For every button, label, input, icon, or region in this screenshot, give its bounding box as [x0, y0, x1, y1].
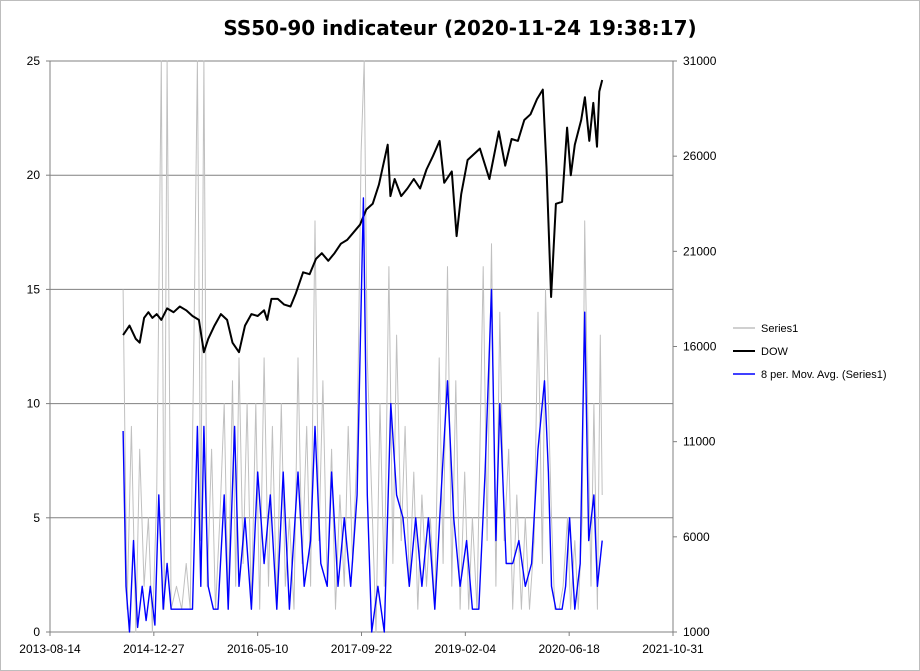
- y-right-tick-label: 31000: [683, 54, 717, 68]
- y-left-tick-label: 20: [27, 168, 41, 182]
- x-axis: 2013-08-14 2014-12-27 2016-05-10 2017-09-22…: [19, 632, 704, 656]
- legend-label: Series1: [761, 323, 798, 335]
- y-left-tick-label: 5: [33, 511, 40, 525]
- x-tick-label: 2017-09-22: [331, 642, 393, 656]
- x-tick-label: 2013-08-14: [19, 642, 81, 656]
- y-axis-right: 1000 6000 11000 16000 21000 26000 31000: [673, 54, 717, 639]
- x-tick-label: 2020-06-18: [538, 642, 600, 656]
- x-tick-label: 2016-05-10: [227, 642, 289, 656]
- legend-label: DOW: [761, 346, 789, 358]
- y-left-tick-label: 25: [27, 54, 41, 68]
- series-layer: [122, 60, 604, 633]
- y-right-tick-label: 26000: [683, 149, 717, 163]
- y-right-tick-label: 11000: [683, 435, 716, 449]
- x-tick-label: 2014-12-27: [123, 642, 185, 656]
- series-8-per-mov-avg-series1-line: [122, 197, 603, 633]
- y-right-tick-label: 6000: [683, 530, 710, 544]
- series-series1-line: [122, 60, 603, 633]
- chart-title: SS50-90 indicateur (2020-11-24 19:38:17): [223, 16, 697, 40]
- y-right-tick-label: 1000: [683, 625, 710, 639]
- y-right-tick-label: 16000: [683, 340, 717, 354]
- x-tick-label: 2021-10-31: [642, 642, 704, 656]
- y-left-tick-label: 15: [27, 282, 41, 296]
- y-axis-left: 0 5 10 15 20 25: [27, 54, 50, 639]
- y-left-tick-label: 10: [27, 397, 41, 411]
- x-tick-label: 2019-02-04: [435, 642, 497, 656]
- y-left-tick-label: 0: [33, 625, 40, 639]
- legend-label: 8 per. Mov. Avg. (Series1): [761, 369, 887, 381]
- legend: Series1 DOW 8 per. Mov. Avg. (Series1): [733, 323, 887, 381]
- y-right-tick-label: 21000: [683, 244, 717, 258]
